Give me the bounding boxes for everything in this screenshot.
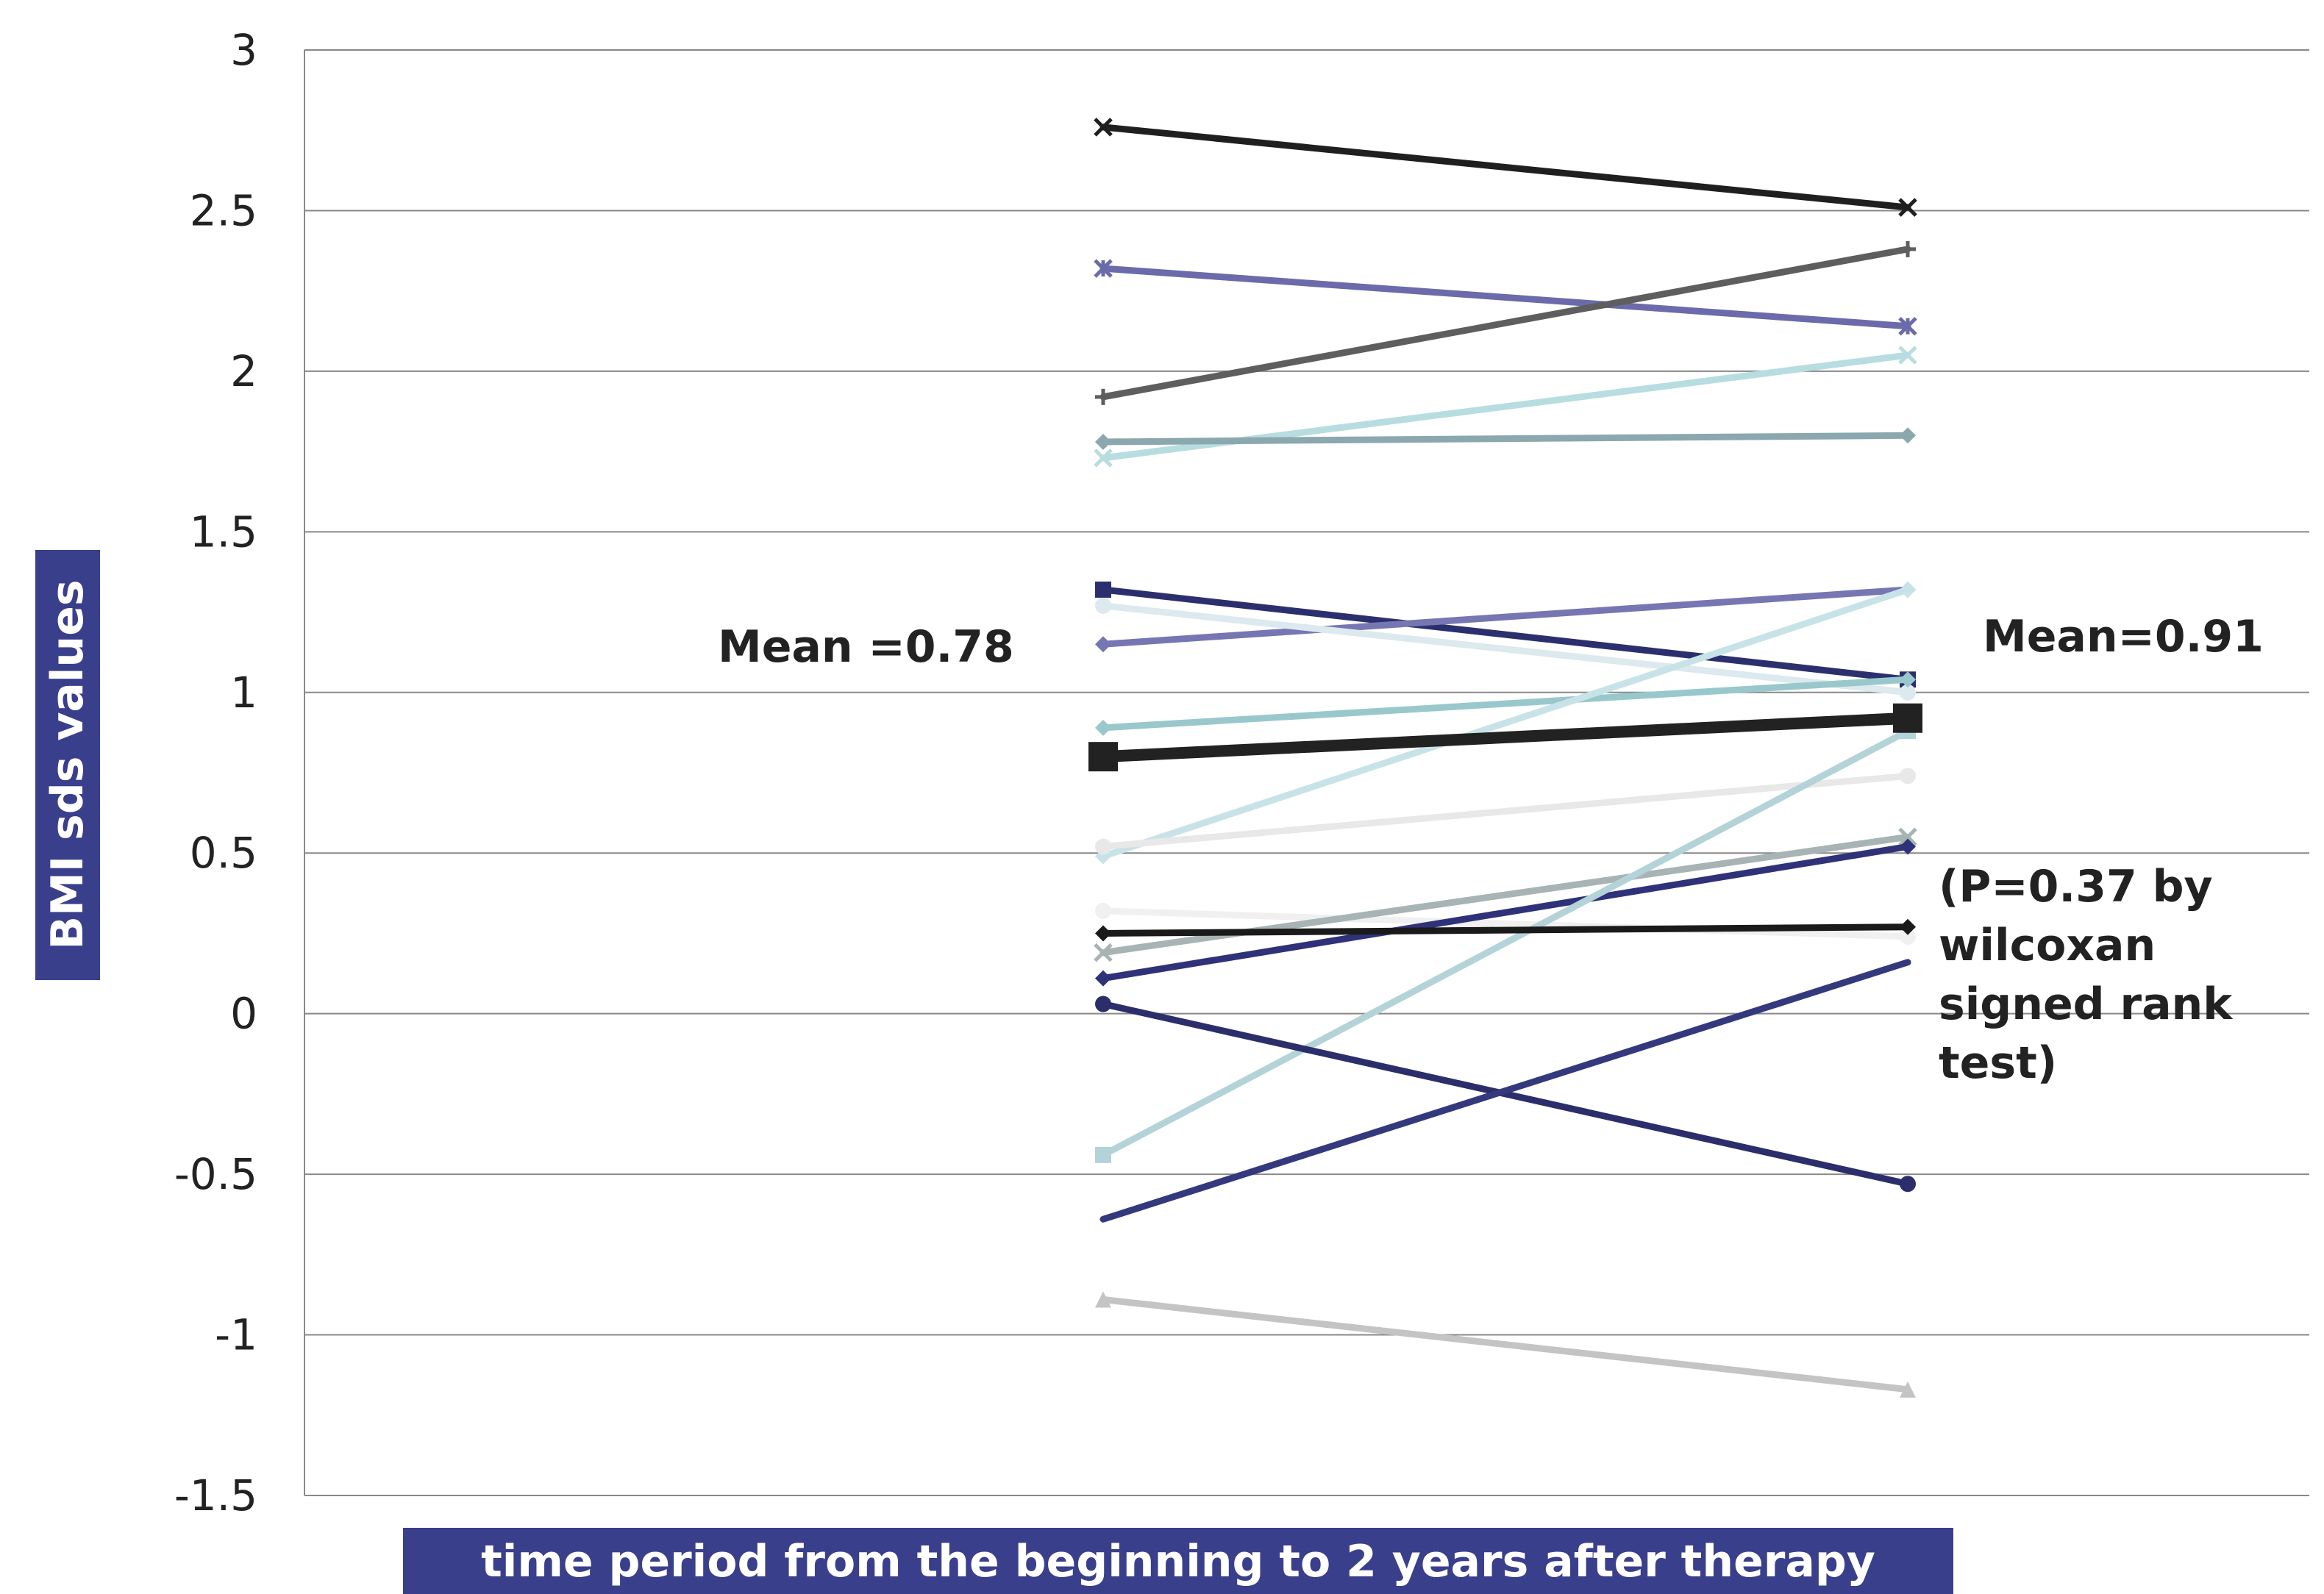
data-point <box>1095 838 1111 855</box>
data-point <box>1900 838 1916 855</box>
p-value-line-3: signed rank <box>1939 979 2234 1030</box>
series-line <box>1099 265 1911 330</box>
data-point <box>1095 719 1111 736</box>
mean-end-annotation: Mean=0.91 <box>1983 611 2264 662</box>
data-point <box>1900 240 1916 257</box>
series-line <box>1099 586 1911 860</box>
series-4 <box>1094 346 1917 468</box>
series-2 <box>1094 259 1917 336</box>
data-point <box>1095 434 1111 451</box>
data-point <box>1095 996 1111 1012</box>
data-point <box>1088 742 1118 772</box>
data-point <box>1095 597 1111 614</box>
data-point <box>1095 902 1111 919</box>
series-3 <box>1095 240 1916 405</box>
mean-line <box>1088 703 1922 772</box>
y-tick-label: 2.5 <box>190 185 257 235</box>
data-point <box>1095 388 1111 405</box>
y-tick-label: -1 <box>215 1310 257 1360</box>
p-value-line-4: test) <box>1939 1037 2057 1089</box>
x-axis-title: time period from the beginning to 2 year… <box>403 1528 1953 1594</box>
data-point <box>1900 1381 1916 1398</box>
data-point <box>1898 827 1917 847</box>
data-point <box>1898 346 1917 365</box>
y-axis-title: BMI sds values <box>35 550 100 980</box>
data-point <box>1095 581 1111 598</box>
series-16 <box>1095 918 1916 942</box>
p-value-line-2: wilcoxan <box>1939 920 2156 971</box>
data-point <box>1095 1291 1111 1308</box>
series-14 <box>1095 838 1916 987</box>
y-tick-label: 0 <box>230 989 257 1039</box>
y-tick-label: 0.5 <box>190 828 257 878</box>
mean-series-line <box>1102 712 1908 763</box>
series-line <box>1099 602 1911 696</box>
data-point <box>1898 316 1917 336</box>
series-line <box>1099 246 1911 401</box>
series-line <box>1099 727 1911 1159</box>
gridlines <box>304 49 2309 1496</box>
series-line <box>1099 959 1911 1223</box>
data-point <box>1095 970 1111 987</box>
y-tick-label: -1.5 <box>174 1470 257 1520</box>
y-tick-label: 2 <box>230 346 257 396</box>
series-line <box>1099 907 1911 940</box>
data-point <box>1095 1146 1111 1163</box>
data-point <box>1900 928 1916 945</box>
x-axis-title-background <box>403 1528 1953 1594</box>
data-point <box>1094 118 1113 137</box>
series-9 <box>1095 671 1916 736</box>
series-line <box>1099 676 1911 732</box>
data-point <box>1893 703 1922 733</box>
data-point <box>1900 581 1916 598</box>
data-point <box>1094 448 1113 468</box>
series-line <box>1099 923 1911 937</box>
data-point <box>1900 918 1916 935</box>
series-19 <box>1095 1291 1916 1398</box>
series-8 <box>1095 597 1916 701</box>
data-point <box>1094 259 1113 278</box>
series-1 <box>1094 118 1917 217</box>
series-18 <box>1099 959 1911 1223</box>
x-axis-title-text: time period from the beginning to 2 year… <box>481 1536 1875 1587</box>
series-12 <box>1095 902 1916 945</box>
y-tick-label: 1 <box>230 668 257 718</box>
data-point <box>1095 925 1111 942</box>
data-point <box>1900 671 1916 688</box>
series-line <box>1099 772 1911 850</box>
series-line <box>1099 1295 1911 1393</box>
data-point <box>1898 198 1917 217</box>
y-tick-labels: 3 2.5 2 1.5 1 0.5 0 -0.5 -1 -1.5 <box>174 25 257 1520</box>
series-11 <box>1095 768 1916 855</box>
series-line <box>1099 432 1911 446</box>
y-axis-title-background <box>35 550 100 980</box>
mean-start-annotation: Mean =0.78 <box>718 621 1014 673</box>
data-point <box>1900 427 1916 444</box>
series-line <box>1099 586 1911 648</box>
y-axis-title-text: BMI sds values <box>42 579 93 949</box>
series-line <box>1099 124 1911 211</box>
data-point <box>1900 768 1916 785</box>
series-line <box>1099 843 1911 982</box>
data-point <box>1900 1176 1916 1193</box>
y-tick-label: -0.5 <box>174 1149 257 1199</box>
data-point <box>1094 943 1113 962</box>
data-point <box>1095 636 1111 653</box>
series-line <box>1099 586 1911 683</box>
data-point <box>1900 684 1916 701</box>
y-tick-label: 1.5 <box>190 507 257 557</box>
series-5 <box>1095 427 1916 451</box>
series-lines <box>1094 118 1917 1398</box>
p-value-line-1: (P=0.37 by <box>1939 861 2213 912</box>
y-tick-label: 3 <box>230 25 257 75</box>
